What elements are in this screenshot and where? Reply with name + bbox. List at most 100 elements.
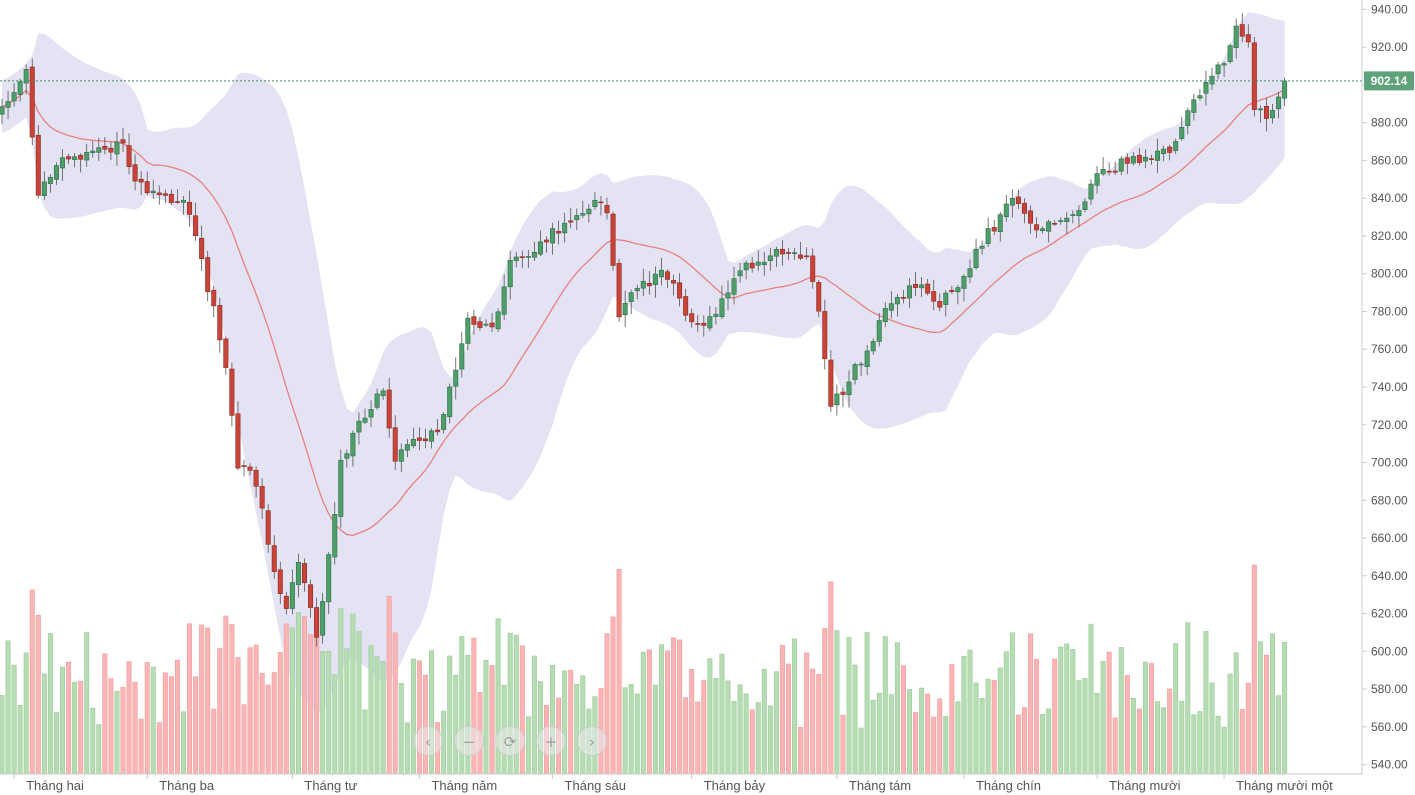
volume-bar [919,687,925,775]
candle [235,401,241,471]
volume-bar [876,692,882,775]
candle [604,197,610,220]
candle-body [1106,170,1112,173]
volume-bar [604,633,610,775]
candle-body [864,350,870,368]
volume-bar [168,676,174,775]
volume-bar [1257,641,1263,775]
volume-bar [1161,707,1167,775]
candle-body [138,178,144,183]
candle-body [332,514,338,558]
candle [556,220,562,245]
candle-body [979,245,985,249]
candle [568,207,574,228]
reset-button[interactable]: ⟳ [495,726,525,756]
candle [241,459,247,477]
candle [1046,219,1052,243]
volume-bar [193,676,199,775]
candle [471,310,477,335]
volume-bar [132,681,138,775]
candle [356,412,362,445]
candle [168,189,174,205]
volume-bar [882,636,888,775]
candle [205,250,211,302]
volume-bar [785,663,791,775]
candle-body [447,386,453,418]
candle [108,141,114,161]
candle-body [459,343,465,370]
volume-bar [368,645,374,775]
scroll-left-button[interactable]: ‹ [413,726,443,756]
candle [0,99,5,125]
candle-body [1142,156,1148,162]
candle [677,273,683,307]
candle-body [1191,99,1197,113]
candle [35,125,41,199]
x-tick-label: Tháng bảy [704,778,766,793]
candle [1040,226,1046,234]
candle-body [1046,221,1052,232]
volume-bar [1106,651,1112,775]
candle [150,179,156,199]
candle-body [241,465,247,467]
ma-line [1,88,1285,537]
candle [320,592,326,644]
candle-body [713,313,719,317]
candle-body [235,413,241,469]
y-tick-label: 560.00 [1371,720,1408,734]
scroll-right-button[interactable]: › [577,726,607,756]
zoom-in-button[interactable]: + [536,726,566,756]
candle [217,297,223,353]
candle-body [761,261,767,266]
candle-body [810,255,816,282]
candle [1276,92,1282,119]
candle [1257,105,1263,123]
candle [731,266,737,305]
candle [453,357,459,400]
volume-bar [314,628,320,775]
candle-body [900,297,906,299]
candle-body [326,554,332,603]
candle-body [78,154,84,160]
candle-body [205,257,211,293]
zoom-out-button[interactable]: − [454,726,484,756]
candle [259,478,265,519]
candle [29,58,35,146]
candle-body [695,323,701,325]
candle [507,250,513,300]
y-tick-label: 720.00 [1371,418,1408,432]
candle [1161,145,1167,162]
candle-body [181,199,187,203]
candle [1112,161,1118,175]
candle [90,140,96,158]
candle-body [1209,75,1215,85]
volume-bar [253,644,259,775]
candle [513,251,519,268]
candle-body [277,569,283,594]
candle [441,412,447,434]
volume-bar [1221,726,1227,775]
volume-bar [156,722,162,775]
candle-body [193,215,199,237]
candle-body [501,286,507,315]
volume-bar [858,727,864,775]
candle-body [211,289,217,307]
candle-body [1185,110,1191,126]
volume-bar [1009,632,1015,775]
volume-bar [755,702,761,775]
candle [144,171,150,196]
candle-body [562,222,568,234]
candle-body [876,320,882,342]
volume-bar [120,686,126,775]
volume-bar [187,623,193,775]
volume-bar [519,645,525,775]
candle [374,388,380,410]
candle [1070,210,1076,224]
volume-bar [634,693,640,775]
y-tick-label: 640.00 [1371,569,1408,583]
volume-bar [568,670,574,775]
candle-body [392,427,398,462]
candle [1052,220,1058,226]
volume-bar [1064,643,1070,775]
